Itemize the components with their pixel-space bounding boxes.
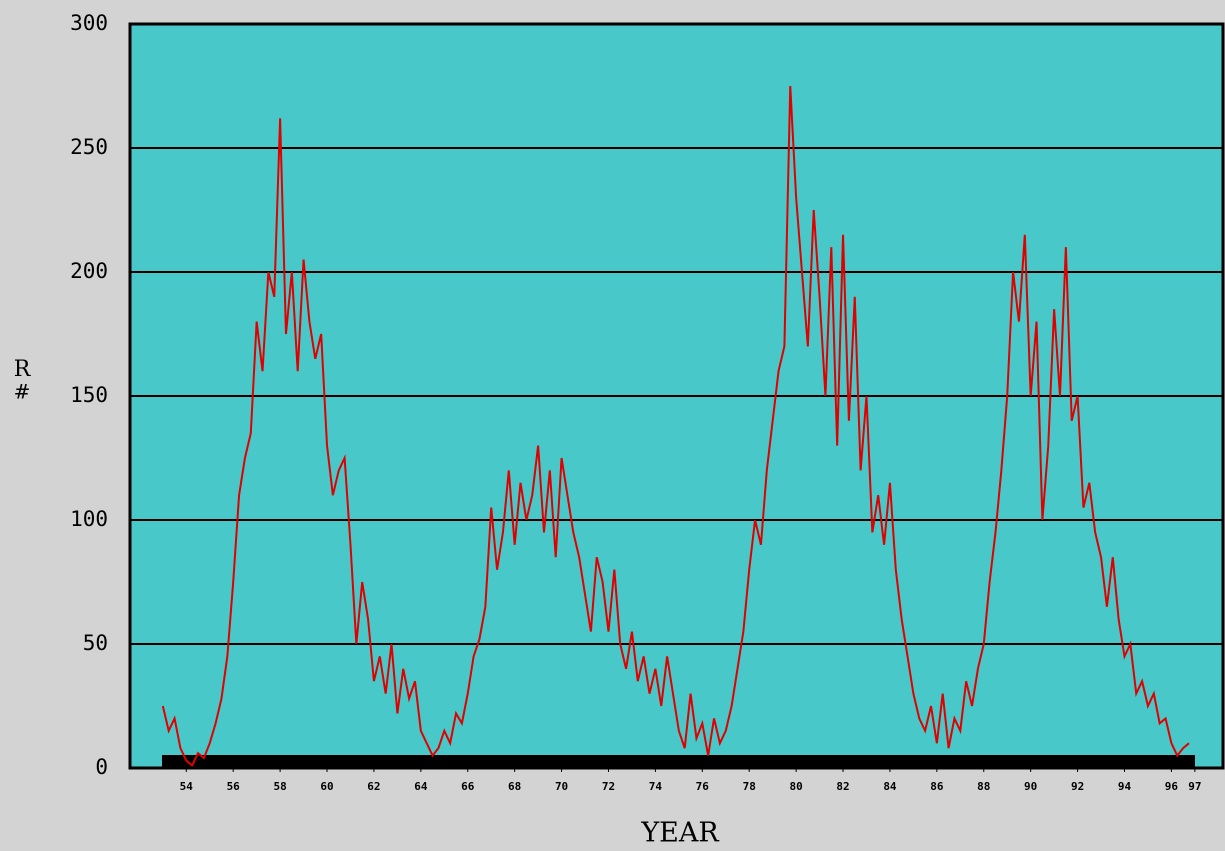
y-tick-label: 250 xyxy=(70,135,108,159)
x-tick-label: 97 xyxy=(1188,780,1201,793)
y-axis-label: # xyxy=(14,380,31,404)
x-tick-label: 88 xyxy=(977,780,990,793)
x-tick-label: 60 xyxy=(320,780,333,793)
x-tick-label: 90 xyxy=(1024,780,1037,793)
x-tick-label: 74 xyxy=(649,780,663,793)
x-tick-label: 94 xyxy=(1118,780,1132,793)
y-tick-label: 150 xyxy=(70,383,108,407)
x-tick-label: 76 xyxy=(696,780,710,793)
x-tick-label: 84 xyxy=(883,780,897,793)
y-tick-label: 200 xyxy=(70,259,108,283)
x-axis-label: YEAR xyxy=(640,818,719,849)
y-tick-label: 50 xyxy=(83,631,108,655)
x-tick-label: 56 xyxy=(227,780,241,793)
x-tick-label: 58 xyxy=(273,780,286,793)
x-tick-label: 70 xyxy=(555,780,568,793)
series xyxy=(161,85,1190,768)
x-tick-label: 66 xyxy=(461,780,475,793)
x-tick-label: 86 xyxy=(930,780,944,793)
x-tick-label: 82 xyxy=(836,780,849,793)
x-tick-label: 62 xyxy=(367,780,380,793)
base-bar xyxy=(162,755,1195,768)
x-tick-label: 64 xyxy=(414,780,428,793)
y-tick-label: 100 xyxy=(70,507,108,531)
y-tick-label: 300 xyxy=(70,11,108,35)
x-tick-label: 92 xyxy=(1071,780,1084,793)
x-tick-label: 96 xyxy=(1165,780,1179,793)
x-tick-label: 78 xyxy=(743,780,756,793)
y-tick-label: 0 xyxy=(95,755,108,779)
plot-border xyxy=(128,22,1225,770)
x-tick-label: 68 xyxy=(508,780,521,793)
x-tick-label: 72 xyxy=(602,780,615,793)
data-line xyxy=(161,85,1190,768)
x-tick-label: 54 xyxy=(180,780,194,793)
x-tick-label: 80 xyxy=(789,780,802,793)
y-axis-label: R xyxy=(14,357,32,382)
